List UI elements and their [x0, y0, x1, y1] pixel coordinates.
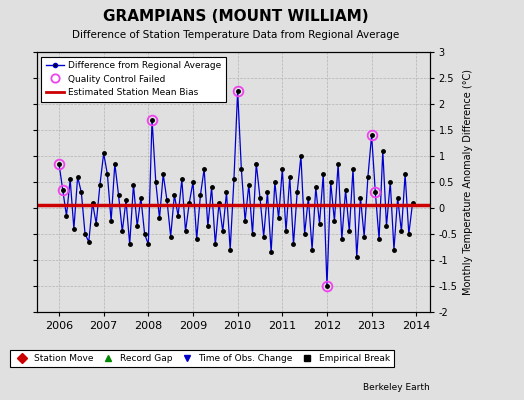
Text: GRAMPIANS (MOUNT WILLIAM): GRAMPIANS (MOUNT WILLIAM) — [103, 9, 368, 24]
Legend: Station Move, Record Gap, Time of Obs. Change, Empirical Break: Station Move, Record Gap, Time of Obs. C… — [10, 350, 394, 366]
Text: Berkeley Earth: Berkeley Earth — [363, 383, 430, 392]
Text: Difference of Station Temperature Data from Regional Average: Difference of Station Temperature Data f… — [72, 30, 399, 40]
Y-axis label: Monthly Temperature Anomaly Difference (°C): Monthly Temperature Anomaly Difference (… — [463, 69, 473, 295]
